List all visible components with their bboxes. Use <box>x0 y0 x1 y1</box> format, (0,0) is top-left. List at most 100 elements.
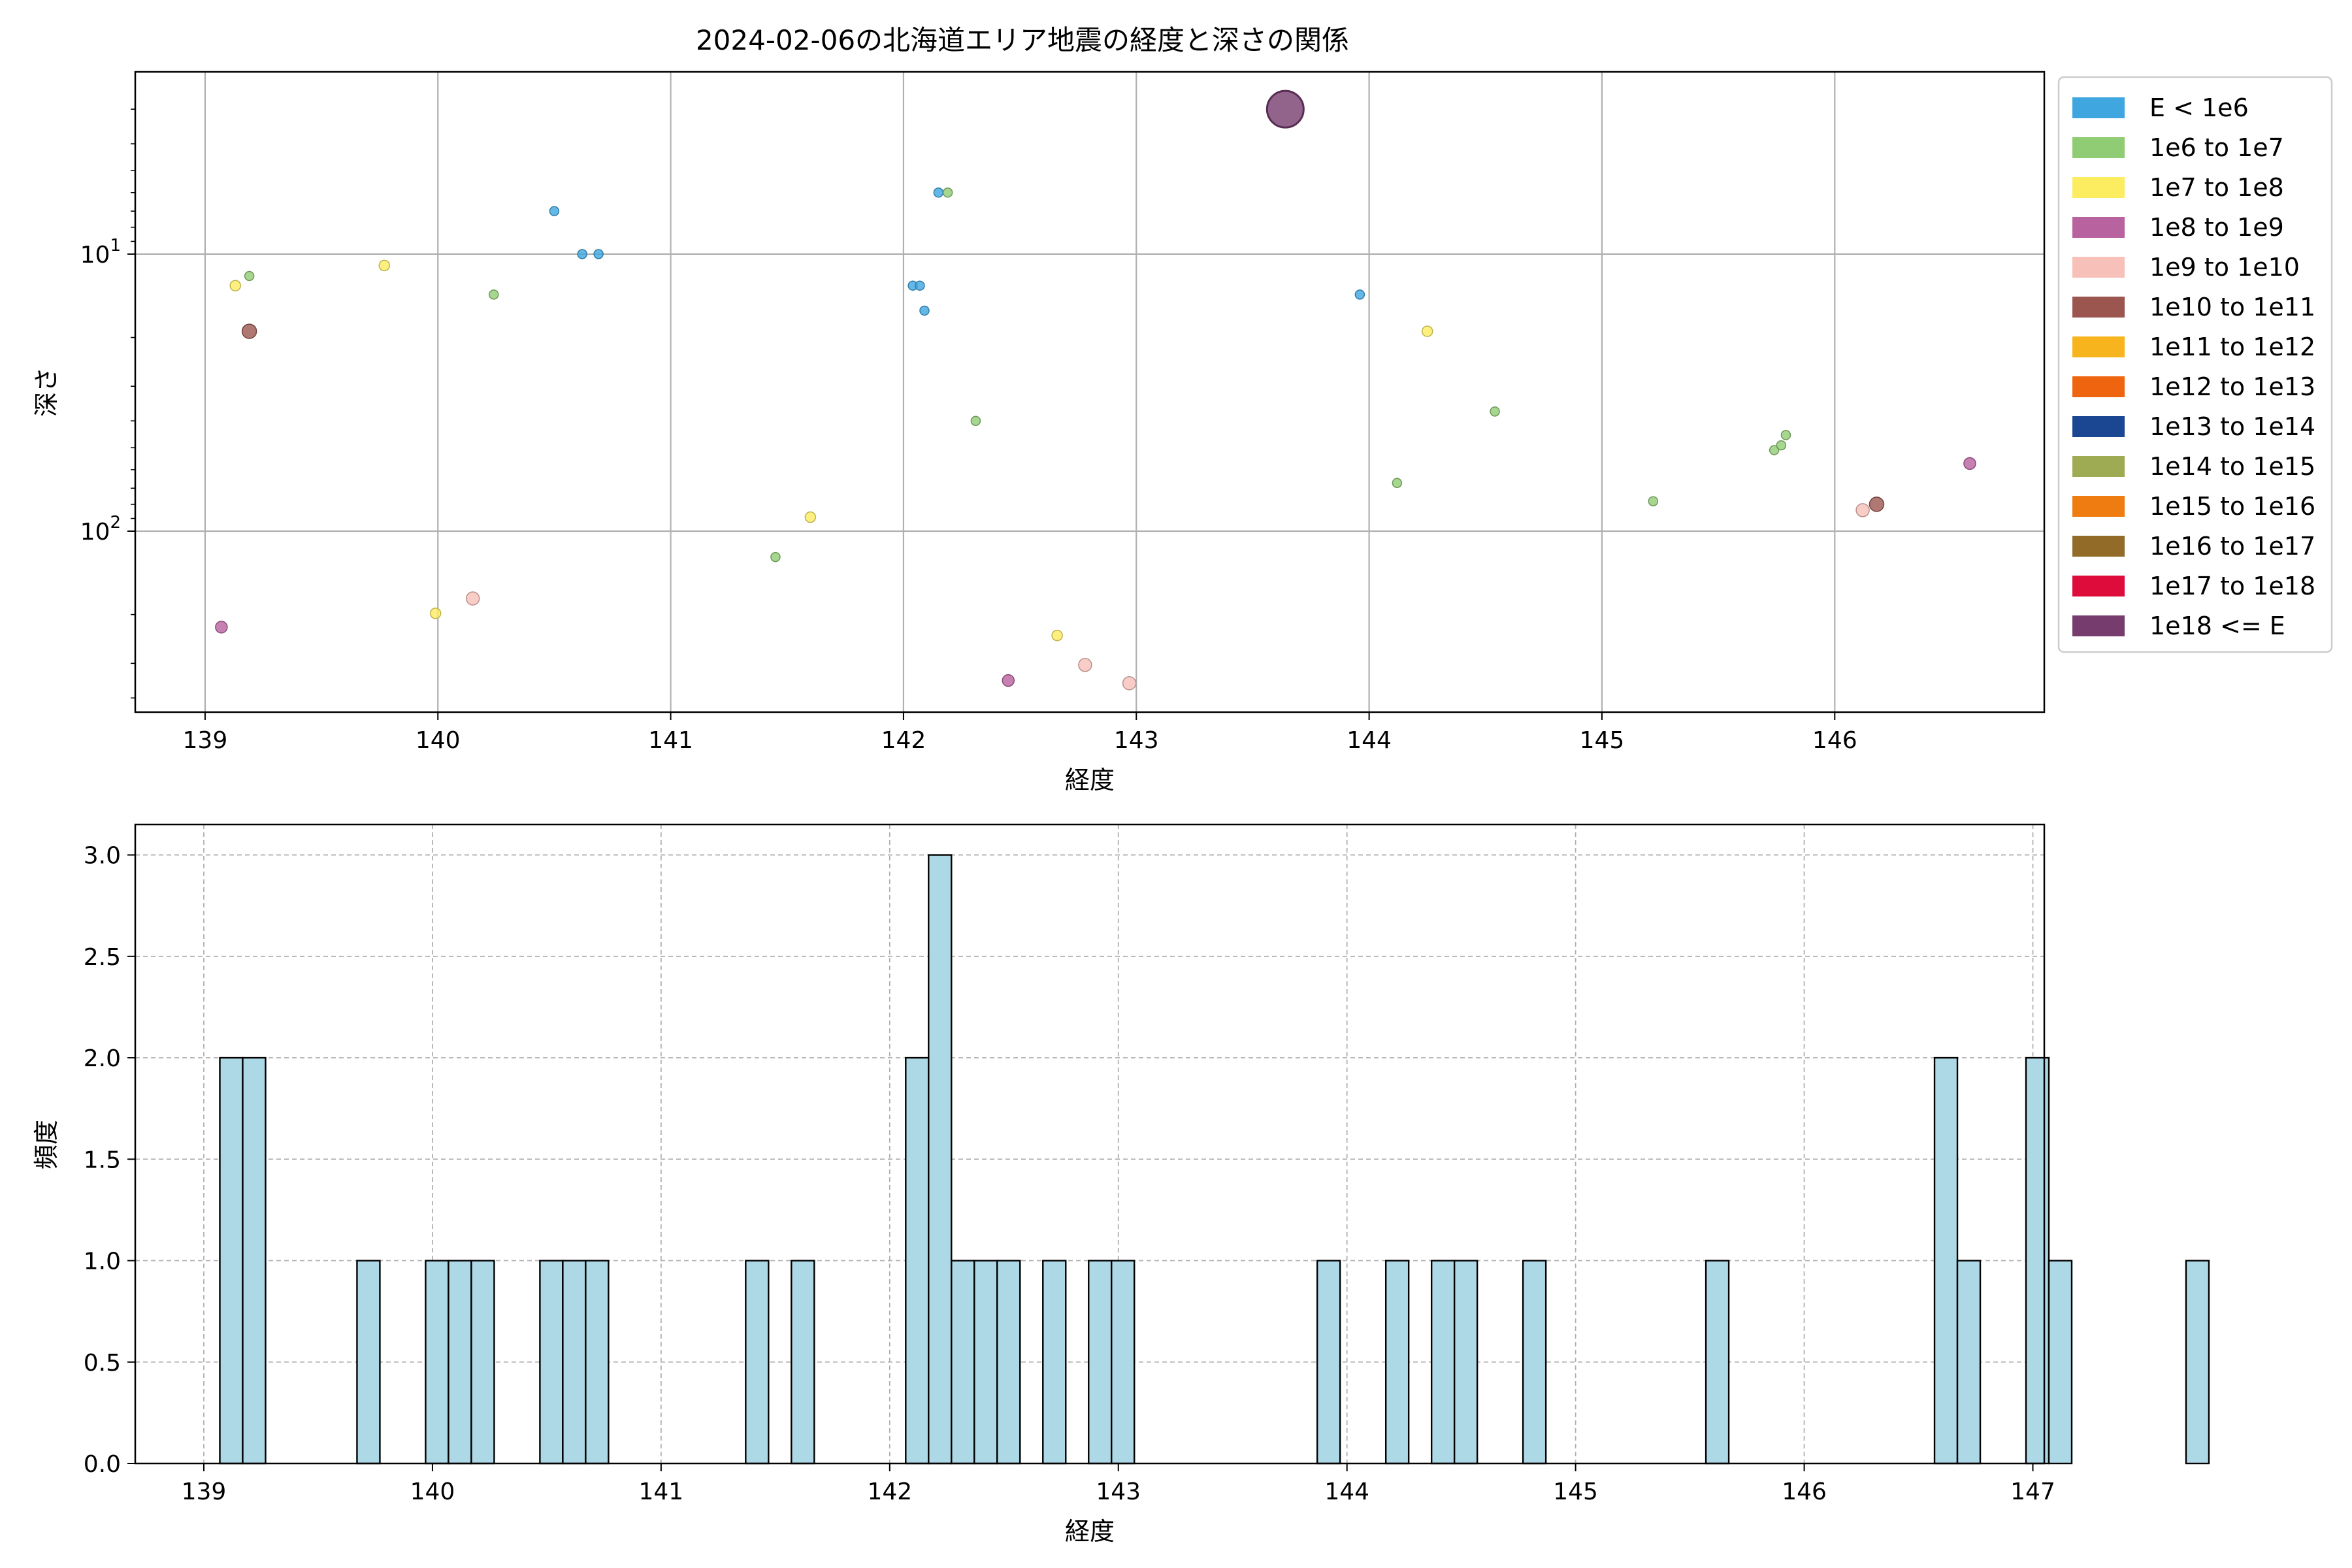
histogram-x-tick-label: 142 <box>867 1478 912 1505</box>
scatter-x-tick-label: 141 <box>648 727 693 754</box>
scatter-point <box>1648 496 1659 506</box>
scatter-point <box>1078 658 1092 672</box>
histogram-y-tick-label: 0.5 <box>84 1350 121 1377</box>
histogram-x-tick-label: 144 <box>1324 1478 1369 1505</box>
legend-frame <box>2057 76 2333 653</box>
scatter-point <box>1354 289 1365 300</box>
legend-label: E < 1e6 <box>2149 93 2249 122</box>
scatter-y-tick-exponent: 1 <box>110 236 121 255</box>
scatter-y-axis-label: 深さ <box>32 367 61 417</box>
histogram-bar <box>1956 1260 1982 1465</box>
histogram-x-ticks: 139 140 141 142 143 144 145 146 147 <box>182 1463 2055 1505</box>
scatter-point <box>970 416 981 426</box>
legend-swatch <box>2072 416 2125 437</box>
legend-label: 1e16 to 1e17 <box>2149 532 2315 561</box>
scatter-plot-area <box>135 72 2044 712</box>
scatter-chart: 2024-02-06の北海道エリア地震の経度と深さの関係 139 140 141 14… <box>32 24 2333 794</box>
scatter-x-tick-label: 139 <box>183 727 228 754</box>
legend-label: 1e15 to 1e16 <box>2149 492 2315 521</box>
legend-swatch <box>2072 137 2125 158</box>
legend-label: 1e13 to 1e14 <box>2149 412 2315 441</box>
scatter-point <box>1769 445 1780 455</box>
histogram-y-axis-label: 頻度 <box>32 1120 61 1169</box>
histogram-bar <box>448 1260 472 1465</box>
histogram-bar <box>1384 1260 1410 1465</box>
legend-label: 1e11 to 1e12 <box>2149 333 2315 361</box>
histogram-y-tick-label: 3.0 <box>84 843 121 870</box>
histogram-bar <box>1316 1260 1341 1465</box>
scatter-point <box>215 621 228 634</box>
scatter-point <box>489 289 499 300</box>
scatter-x-tick-label: 142 <box>881 727 926 754</box>
histogram-bar <box>1042 1260 1067 1465</box>
histogram-x-tick-label: 146 <box>1782 1478 1827 1505</box>
legend-swatch <box>2072 217 2125 238</box>
scatter-point <box>229 280 241 291</box>
legend-swatch <box>2072 97 2125 118</box>
legend-label: 1e14 to 1e15 <box>2149 452 2315 481</box>
legend-label: 1e18 <= E <box>2149 612 2285 640</box>
scatter-y-tick-exponent: 2 <box>110 513 121 532</box>
histogram-y-tick-label: 2.0 <box>84 1045 121 1072</box>
histogram-bar <box>219 1056 244 1465</box>
histogram-bar <box>539 1260 564 1465</box>
histogram-y-ticks: 0.0 0.5 1.0 1.5 2.0 2.5 3.0 <box>84 843 135 1478</box>
scatter-point <box>1051 629 1063 642</box>
histogram-x-tick-label: 147 <box>2010 1478 2055 1505</box>
histogram-bar <box>791 1260 815 1465</box>
histogram-bar <box>470 1260 495 1465</box>
legend-swatch <box>2072 376 2125 397</box>
histogram-bar <box>973 1260 998 1465</box>
histogram-x-tick-label: 143 <box>1096 1478 1141 1505</box>
histogram-x-tick-label: 141 <box>639 1478 684 1505</box>
scatter-point <box>933 188 944 198</box>
scatter-point <box>1392 478 1403 488</box>
histogram-bar <box>996 1260 1021 1465</box>
histogram-bar <box>905 1056 930 1465</box>
legend-label: 1e10 to 1e11 <box>2149 293 2315 321</box>
histogram-bar <box>745 1260 770 1465</box>
histogram-bar <box>1522 1260 1547 1465</box>
histogram-x-tick-label: 145 <box>1553 1478 1598 1505</box>
scatter-point <box>942 188 953 198</box>
legend-swatch <box>2072 576 2125 596</box>
histogram-bar <box>1933 1056 1959 1465</box>
histogram-y-tick-label: 1.0 <box>84 1249 121 1275</box>
scatter-point <box>1855 503 1870 517</box>
histogram-bar <box>562 1260 587 1465</box>
histogram-bar <box>1111 1260 1135 1465</box>
scatter-x-tick-label: 144 <box>1347 727 1392 754</box>
scatter-frame <box>134 71 2046 713</box>
histogram-bar <box>928 854 953 1465</box>
histogram-bar <box>2025 1056 2050 1465</box>
scatter-point <box>1122 676 1137 691</box>
scatter-point <box>1776 440 1787 451</box>
scatter-point <box>593 249 604 259</box>
histogram-y-tick-label: 0.0 <box>84 1451 121 1478</box>
legend-label: 1e12 to 1e13 <box>2149 372 2315 401</box>
legend-swatch <box>2072 257 2125 278</box>
scatter-x-ticks: 139 140 141 142 143 144 145 146 <box>183 712 1857 754</box>
histogram-chart: 139 140 141 142 143 144 145 146 147 0.0 0.5 1.0 1.5… <box>32 823 2210 1546</box>
scatter-y-tick-base: 10 <box>80 519 110 546</box>
histogram-bar <box>425 1260 449 1465</box>
histogram-bar <box>2048 1260 2073 1465</box>
scatter-points <box>215 90 1976 691</box>
histogram-bar <box>951 1260 975 1465</box>
scatter-point <box>1869 497 1885 512</box>
legend-items: E < 1e6 1e6 to 1e7 1e7 to 1e8 1e8 to 1e9 1e9… <box>2072 93 2315 640</box>
scatter-point <box>915 280 925 291</box>
scatter-x-tick-label: 146 <box>1812 727 1857 754</box>
scatter-x-tick-label: 140 <box>416 727 461 754</box>
histogram-x-axis-label: 経度 <box>1065 1517 1115 1546</box>
histogram-x-tick-label: 139 <box>182 1478 227 1505</box>
scatter-point <box>804 511 817 523</box>
scatter-grid <box>135 72 2044 712</box>
legend-swatch <box>2072 177 2125 198</box>
scatter-point <box>919 305 930 316</box>
histogram-bars <box>219 854 2210 1465</box>
legend-swatch <box>2072 496 2125 517</box>
scatter-point <box>1963 457 1976 470</box>
